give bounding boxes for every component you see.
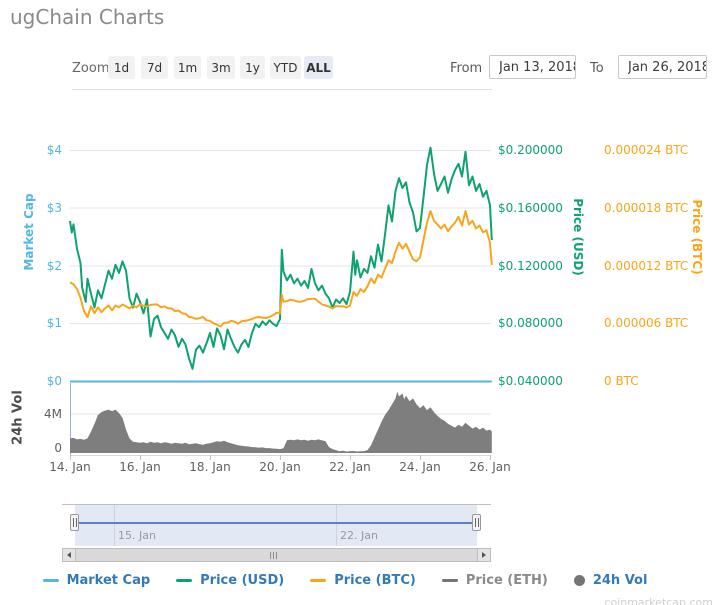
- scrollbar-left-arrow[interactable]: [62, 548, 76, 562]
- navigator-label-15jan: 15. Jan: [118, 529, 156, 542]
- price-usd-line: [69, 146, 493, 370]
- mc-tick-1: $1: [46, 316, 62, 330]
- x-tick-16jan: 16. Jan: [119, 460, 161, 474]
- navigator-selected-range[interactable]: [75, 505, 477, 546]
- navigator-label-22jan: 22. Jan: [340, 529, 378, 542]
- zoom-button-1d[interactable]: 1d: [108, 56, 135, 79]
- scrollbar-grip-icon[interactable]: [270, 552, 277, 559]
- price-btc-line: [69, 210, 493, 328]
- watermark: coinmarketcap.com: [604, 596, 713, 605]
- mc-tick-4: $4: [46, 143, 62, 157]
- menu-button[interactable]: [687, 6, 709, 26]
- navigator-gridline-22jan: [336, 505, 337, 546]
- navigator-outline: [62, 504, 491, 505]
- btc-tick-1: 0.000018 BTC: [604, 200, 689, 215]
- vol-tick-4m: 4M: [44, 407, 62, 421]
- mc-tick-3: $3: [46, 200, 62, 215]
- zoom-button-ytd[interactable]: YTD: [270, 56, 301, 79]
- x-tick-26jan: 26. Jan: [469, 460, 511, 474]
- btc-tick-2: 0.000012 BTC: [604, 258, 689, 273]
- x-tick-22jan: 22. Jan: [329, 460, 371, 474]
- btc-tick-0: 0.000024 BTC: [604, 143, 689, 157]
- scrollbar-right-arrow[interactable]: [477, 548, 491, 562]
- legend-item-market-cap[interactable]: Market Cap: [42, 573, 151, 588]
- right-arrow-icon: [482, 552, 486, 558]
- legend-label: Price (USD): [200, 573, 285, 588]
- legend: Market Cap Price (USD) Price (BTC) Price…: [42, 573, 647, 588]
- price-usd-swatch-icon: [176, 579, 193, 582]
- btc-tick-3: 0.000006 BTC: [604, 316, 689, 330]
- mc-tick-0: $0: [46, 374, 62, 388]
- from-date-input[interactable]: [489, 55, 576, 79]
- vol-tick-0: 0: [54, 441, 62, 455]
- navigator-right-handle[interactable]: [472, 514, 481, 531]
- legend-item-price-eth[interactable]: Price (ETH): [441, 573, 548, 588]
- to-date-input[interactable]: [618, 55, 707, 79]
- zoom-button-1y[interactable]: 1y: [240, 56, 265, 79]
- zoom-button-all[interactable]: ALL: [304, 56, 333, 79]
- usd-tick-4: $0.040000: [498, 374, 563, 388]
- usd-tick-1: $0.160000: [498, 200, 563, 215]
- navigator-series-line: [75, 522, 477, 524]
- navigator-left-handle[interactable]: [70, 514, 79, 531]
- btc-tick-4: 0 BTC: [604, 374, 639, 388]
- legend-label: Price (BTC): [334, 573, 416, 588]
- price-btc-axis-title: Price (BTC): [690, 199, 704, 275]
- left-arrow-icon: [67, 552, 71, 558]
- to-label: To: [590, 61, 604, 76]
- mc-tick-2: $2: [46, 258, 62, 273]
- from-label: From: [450, 61, 483, 76]
- volume-area: [70, 391, 492, 453]
- market-cap-swatch-icon: [42, 579, 59, 582]
- x-tick-14jan: 14. Jan: [49, 460, 91, 474]
- volume-axis-title: 24h Vol: [10, 390, 26, 445]
- usd-tick-0: $0.200000: [498, 143, 563, 157]
- page-title: ugChain Charts: [10, 5, 165, 29]
- usd-tick-3: $0.080000: [498, 316, 563, 330]
- legend-item-price-btc[interactable]: Price (BTC): [310, 573, 416, 588]
- x-tick-18jan: 18. Jan: [189, 460, 231, 474]
- price-eth-swatch-icon: [441, 579, 458, 582]
- usd-tick-2: $0.120000: [498, 258, 563, 273]
- market-cap-axis-title: Market Cap: [22, 193, 36, 271]
- x-tick-24jan: 24. Jan: [399, 460, 441, 474]
- zoom-button-1m[interactable]: 1m: [174, 56, 201, 79]
- legend-item-24h-vol[interactable]: 24h Vol: [573, 573, 648, 588]
- price-btc-swatch-icon: [310, 579, 327, 582]
- zoom-button-3m[interactable]: 3m: [207, 56, 235, 79]
- legend-label: Market Cap: [66, 573, 151, 588]
- zoom-range-label: Zoom: [72, 61, 110, 76]
- legend-label: 24h Vol: [592, 573, 648, 588]
- legend-label: Price (ETH): [465, 573, 548, 588]
- volume-swatch-icon: [573, 575, 585, 586]
- price-usd-axis-title: Price (USD): [571, 198, 585, 276]
- navigator-gridline-15jan: [114, 505, 115, 546]
- toolbar-divider: [72, 89, 492, 90]
- legend-item-price-usd[interactable]: Price (USD): [176, 573, 284, 588]
- zoom-button-7d[interactable]: 7d: [141, 56, 168, 79]
- x-tick-20jan: 20. Jan: [259, 460, 301, 474]
